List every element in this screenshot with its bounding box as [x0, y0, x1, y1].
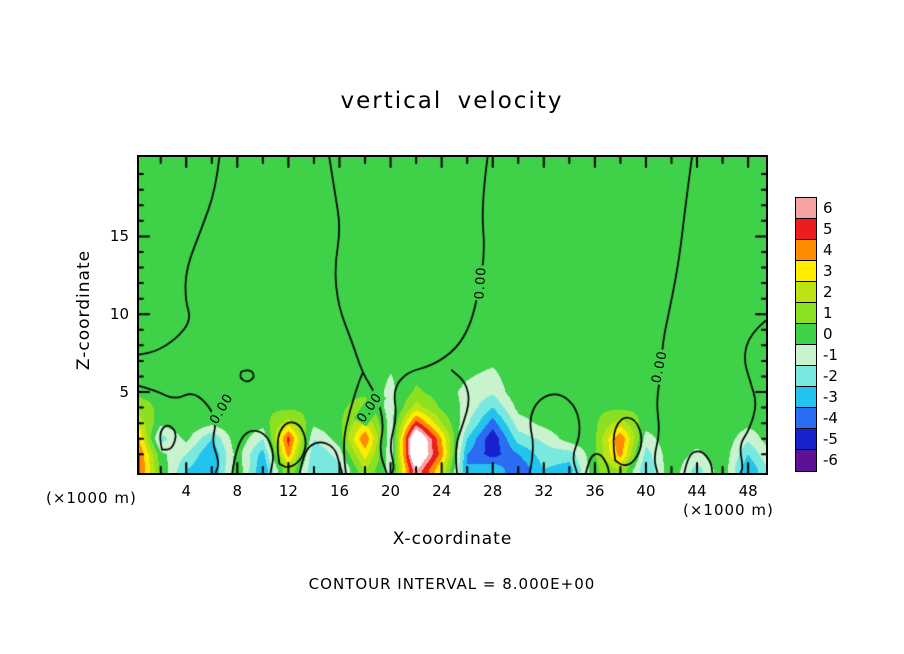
x-tick-label: 44	[687, 482, 707, 500]
colorbar-tick-label: -3	[823, 387, 838, 406]
colorbar-cell	[796, 387, 816, 408]
x-tick-label: 4	[181, 482, 192, 500]
colorbar-cell	[796, 261, 816, 282]
x-tick-label: 8	[232, 482, 243, 500]
colorbar-tick-label: 3	[823, 261, 833, 280]
x-tick-label: 36	[585, 482, 605, 500]
colorbar-cell	[796, 450, 816, 471]
x-tick-label: 32	[534, 482, 554, 500]
colorbar-tick-label: 0	[823, 324, 833, 343]
x-axis-label: X-coordinate	[392, 529, 513, 549]
colorbar-tick-label: 1	[823, 303, 833, 322]
field-canvas	[139, 157, 766, 473]
plot-area: 0.00 0.00 0.00 0.00	[137, 155, 768, 475]
colorbar-tick-label: 5	[823, 219, 833, 238]
y-tick-label: 15	[109, 227, 129, 246]
y-tick-label: 5	[119, 383, 129, 402]
colorbar	[795, 197, 817, 472]
x-tick-label: 40	[636, 482, 656, 500]
colorbar-tick-label: 6	[823, 198, 833, 217]
contour-interval-text: CONTOUR INTERVAL = 8.000E+00	[308, 575, 596, 593]
colorbar-cell	[796, 219, 816, 240]
y-tick-label: 10	[109, 305, 129, 324]
colorbar-tick-label: -2	[823, 366, 838, 385]
colorbar-tick-label: -6	[823, 450, 838, 469]
colorbar-cell	[796, 345, 816, 366]
x-tick-label: 24	[432, 482, 452, 500]
colorbar-cell	[796, 324, 816, 345]
colorbar-tick-label: -1	[823, 345, 838, 364]
colorbar-tick-label: -5	[823, 429, 838, 448]
x-tick-label: 20	[381, 482, 401, 500]
x-tick-label: 16	[329, 482, 350, 500]
colorbar-cell	[796, 303, 816, 324]
chart-title: vertical velocity	[340, 88, 564, 114]
colorbar-cell	[796, 429, 816, 450]
colorbar-tick-label: 4	[823, 240, 833, 259]
colorbar-tick-label: 2	[823, 282, 833, 301]
colorbar-cell	[796, 240, 816, 261]
x-tick-label: 12	[278, 482, 298, 500]
x-tick-label: 28	[483, 482, 503, 500]
colorbar-cell	[796, 408, 816, 429]
x-tick-label: 48	[738, 482, 758, 500]
colorbar-tick-label: -4	[823, 408, 838, 427]
colorbar-cell	[796, 198, 816, 219]
zero-contour-label: 0.00	[472, 265, 490, 302]
colorbar-cell	[796, 282, 816, 303]
y-axis-unit-label: (×1000 m)	[46, 489, 137, 507]
colorbar-cell	[796, 366, 816, 387]
x-axis-unit-label: (×1000 m)	[683, 501, 774, 519]
